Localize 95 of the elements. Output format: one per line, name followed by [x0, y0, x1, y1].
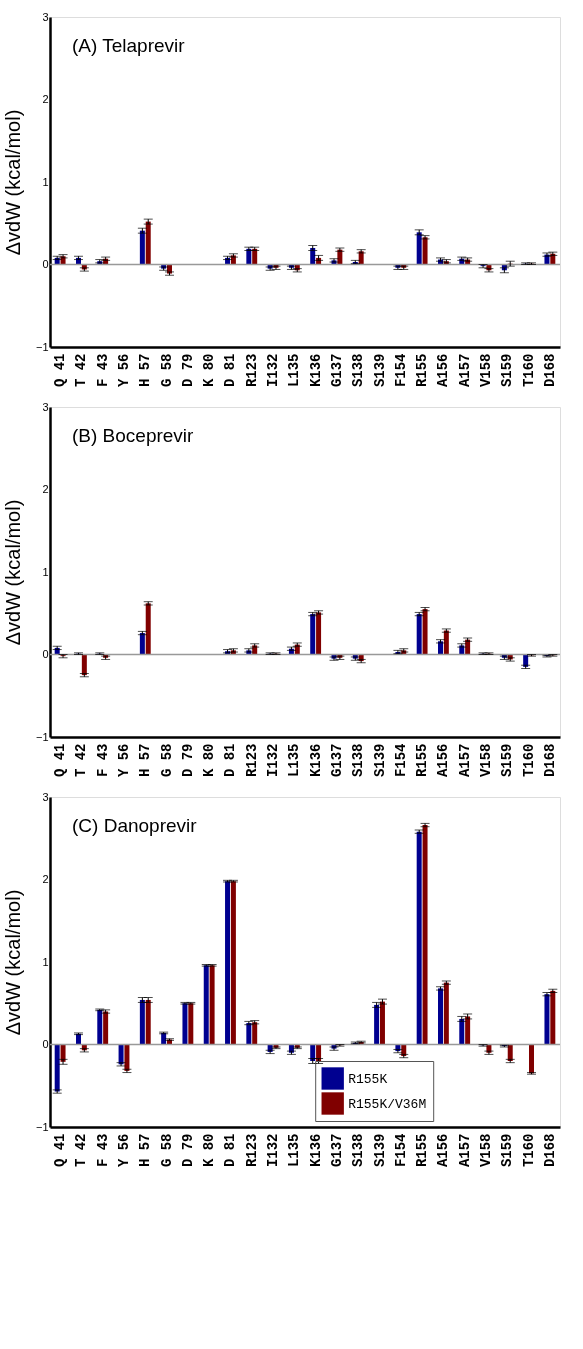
x-tick-label: T 42 [73, 1133, 90, 1168]
x-tick-label: T160 [520, 1133, 537, 1168]
x-tick-label: K136 [307, 1133, 324, 1168]
x-tick-label: Q 41 [52, 1133, 69, 1168]
x-tick-label: G 58 [158, 353, 175, 388]
x-tick-label: L135 [286, 1133, 303, 1168]
y-tick-label: 2 [42, 483, 49, 495]
y-axis-title: ΔvdW (kcal/mol) [1, 109, 24, 256]
x-tick-label: G137 [328, 1133, 345, 1168]
x-tick-label: R155 [414, 1133, 431, 1168]
x-tick-label: F 43 [94, 743, 111, 778]
x-tick-label: K 80 [201, 743, 218, 778]
text: (A) Telaprevir [72, 35, 186, 56]
x-tick-label: K136 [307, 353, 324, 388]
x-tick-label: H 57 [137, 1133, 154, 1168]
x-tick-label: Y 56 [116, 743, 132, 778]
x-tick-label: T 42 [73, 743, 90, 778]
x-tick-label: I132 [265, 1133, 282, 1168]
x-tick-label: L135 [286, 353, 303, 388]
y-tick-label: 0 [42, 258, 49, 270]
x-tick-label: R123 [243, 353, 260, 388]
x-tick-label: Y 56 [116, 1133, 132, 1168]
y-tick-label: 2 [42, 873, 49, 885]
x-tick-label: D 81 [222, 743, 239, 778]
y-tick-label: −1 [35, 730, 49, 743]
y-axis-title: ΔvdW (kcal/mol) [1, 889, 24, 1036]
x-tick-label: R155 [414, 743, 431, 778]
x-tick-label: F 43 [94, 353, 111, 388]
x-tick-label: V158 [478, 353, 494, 388]
x-tick-label: V158 [478, 1133, 494, 1168]
x-tick-label: D168 [541, 353, 558, 388]
x-tick-label: H 57 [137, 353, 154, 388]
y-axis-title: ΔvdW (kcal/mol) [1, 499, 24, 646]
x-tick-label: T160 [520, 353, 537, 388]
x-tick-label: S138 [350, 353, 367, 388]
y-tick-label: 3 [42, 790, 49, 803]
x-tick-label: A156 [435, 353, 452, 388]
x-tick-label: R123 [243, 1133, 260, 1168]
x-tick-label: Y 56 [116, 353, 132, 388]
x-tick-label: S159 [499, 353, 516, 388]
x-tick-label: F 43 [94, 1133, 111, 1168]
x-tick-label: A157 [456, 353, 473, 388]
x-tick-label: D 81 [222, 1133, 239, 1168]
x-tick-label: F154 [392, 353, 409, 388]
x-tick-label: S138 [350, 1133, 367, 1168]
x-tick-label: A157 [456, 1133, 473, 1168]
x-tick-label: K 80 [201, 1133, 218, 1168]
legend-label: R155K [348, 1071, 388, 1087]
x-tick-label: K 80 [201, 353, 218, 388]
x-tick-label: D 79 [179, 1133, 196, 1168]
text: (B) Boceprevir [72, 425, 195, 446]
x-tick-label: S159 [499, 1133, 516, 1168]
x-tick-label: F154 [392, 743, 409, 778]
y-tick-label: 1 [42, 175, 49, 188]
x-tick-label: D 81 [222, 353, 239, 388]
y-tick-label: 2 [42, 93, 49, 105]
text: (C) Danoprevir [72, 815, 198, 836]
x-tick-label: I132 [265, 353, 282, 388]
x-tick-label: D168 [541, 743, 558, 778]
y-tick-label: 0 [42, 648, 49, 660]
x-tick-label: T160 [520, 743, 537, 778]
y-tick-label: 1 [42, 955, 49, 968]
x-tick-label: D 79 [179, 743, 196, 778]
x-tick-label: S139 [371, 1133, 388, 1168]
x-tick-label: A156 [435, 743, 452, 778]
x-tick-label: G 58 [158, 1133, 175, 1168]
x-tick-label: A157 [456, 743, 473, 778]
x-tick-label: K136 [307, 743, 324, 778]
x-tick-label: H 57 [137, 743, 154, 778]
x-tick-label: F154 [392, 1133, 409, 1168]
x-tick-label: Q 41 [52, 743, 69, 778]
y-tick-label: 3 [42, 400, 49, 413]
y-tick-label: 3 [42, 10, 49, 23]
x-tick-label: V158 [478, 743, 494, 778]
x-tick-label: T 42 [73, 353, 90, 388]
x-tick-label: L135 [286, 743, 303, 778]
x-tick-label: A156 [435, 1133, 452, 1168]
y-tick-label: 0 [42, 1038, 49, 1050]
x-tick-label: D 79 [179, 353, 196, 388]
x-tick-label: S159 [499, 743, 516, 778]
x-tick-label: D168 [541, 1133, 558, 1168]
x-tick-label: R155 [414, 353, 431, 388]
y-tick-label: −1 [35, 340, 49, 353]
x-tick-label: R123 [243, 743, 260, 778]
x-tick-label: I132 [265, 743, 282, 778]
x-tick-label: G137 [328, 353, 345, 388]
y-tick-label: −1 [35, 1120, 49, 1133]
x-tick-label: S138 [350, 743, 367, 778]
x-tick-label: Q 41 [52, 353, 69, 388]
legend-label: R155K/V36M [348, 1096, 427, 1112]
y-tick-label: 1 [42, 565, 49, 578]
x-tick-label: S139 [371, 353, 388, 388]
x-tick-label: G 58 [158, 743, 175, 778]
x-tick-label: S139 [371, 743, 388, 778]
x-tick-label: G137 [328, 743, 345, 778]
